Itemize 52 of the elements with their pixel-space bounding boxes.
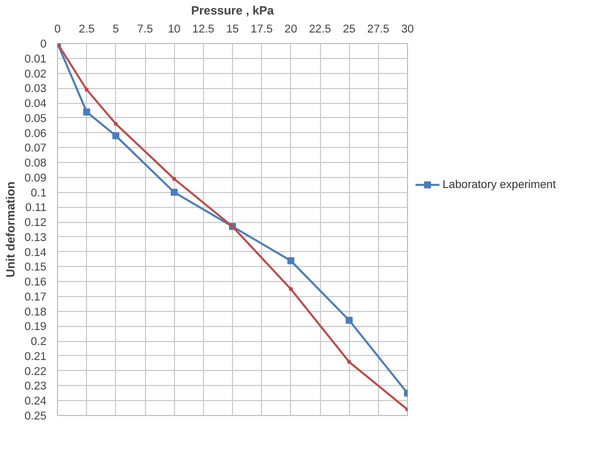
y-tick-label: 0 bbox=[40, 38, 47, 50]
point bbox=[84, 88, 89, 92]
y-tick-label: 0.19 bbox=[24, 321, 47, 334]
y-tick-label: 0.22 bbox=[24, 366, 47, 378]
legend-label: Laboratory experiment bbox=[442, 178, 557, 191]
x-tick-label: 7.5 bbox=[137, 24, 153, 36]
y-tick-label: 0.01 bbox=[24, 53, 47, 66]
x-tick-label: 15 bbox=[226, 24, 239, 36]
point bbox=[346, 316, 353, 324]
x-tick-label: 25 bbox=[342, 24, 356, 36]
y-tick-label: 0.21 bbox=[24, 350, 47, 363]
y-tick-label: 0.12 bbox=[24, 217, 47, 230]
point bbox=[112, 132, 120, 140]
y-tick-label: 0.02 bbox=[24, 68, 47, 80]
y-tick-label: 0.15 bbox=[24, 262, 47, 274]
point bbox=[347, 360, 352, 364]
y-tick-label: 0.25 bbox=[24, 410, 47, 422]
point bbox=[114, 122, 118, 126]
y-tick-label: 0.09 bbox=[24, 172, 47, 184]
x-tick-label: 17.5 bbox=[250, 24, 273, 36]
point bbox=[170, 188, 178, 196]
x-tick-label: 30 bbox=[401, 24, 414, 36]
point bbox=[287, 257, 294, 264]
y-tick-label: 0.08 bbox=[24, 158, 47, 170]
y-tick-label: 0.11 bbox=[25, 202, 47, 214]
y-tick-label: 0.1 bbox=[30, 187, 46, 200]
x-tick-label: 27.5 bbox=[367, 24, 390, 36]
y-tick-label: 0.13 bbox=[24, 232, 47, 244]
point bbox=[83, 108, 90, 116]
y-tick-label: 0.17 bbox=[24, 291, 47, 304]
x-tick-label: 10 bbox=[168, 24, 180, 36]
point bbox=[172, 176, 176, 181]
y-tick-label: 0.06 bbox=[24, 128, 47, 140]
point bbox=[288, 287, 293, 292]
x-tick-label: 5 bbox=[112, 24, 119, 36]
y-tick-label: 0.18 bbox=[24, 306, 47, 318]
x-tick-label: 20 bbox=[284, 24, 298, 36]
y-tick-label: 0.14 bbox=[24, 246, 47, 259]
y-tick-label: 0.07 bbox=[24, 142, 47, 155]
x-tick-label: 2.5 bbox=[78, 24, 95, 36]
x-axis-title: Pressure , kPa bbox=[191, 4, 274, 18]
y-tick-label: 0.2 bbox=[30, 336, 46, 348]
y-axis-title: Unit deformation bbox=[3, 181, 18, 278]
x-tick-label: 12.5 bbox=[192, 24, 214, 36]
y-tick-label: 0.24 bbox=[24, 396, 47, 408]
x-tick-label: 0 bbox=[54, 24, 61, 36]
y-tick-label: 0.04 bbox=[24, 98, 47, 110]
y-tick-label: 0.16 bbox=[24, 276, 47, 289]
y-tick-label: 0.23 bbox=[24, 380, 47, 393]
y-tick-label: 0.03 bbox=[24, 83, 47, 96]
y-tick-label: 0.05 bbox=[24, 112, 47, 125]
x-tick-label: 22.5 bbox=[308, 24, 332, 36]
